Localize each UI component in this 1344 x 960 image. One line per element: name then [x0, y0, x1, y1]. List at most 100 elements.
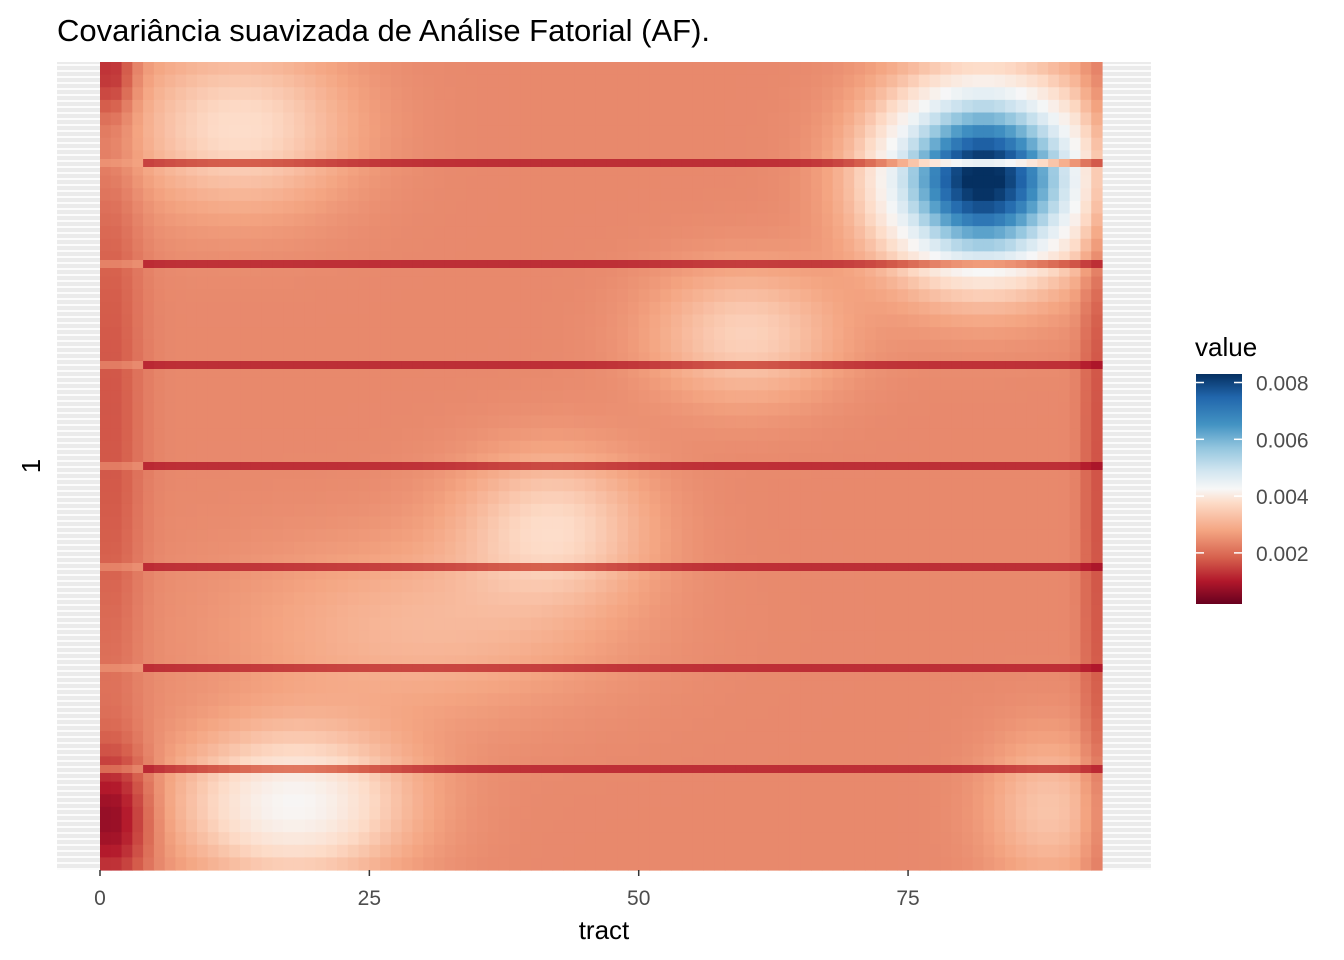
heatmap-cell	[1048, 478, 1060, 492]
heatmap-cell	[272, 200, 284, 215]
heatmap-cell	[186, 642, 198, 656]
heatmap-cell	[864, 491, 877, 505]
heatmap-cell	[638, 238, 651, 252]
heatmap-cell	[326, 554, 338, 568]
heatmap-cell	[347, 529, 360, 543]
heatmap-cell	[961, 402, 974, 417]
heatmap-cell	[390, 604, 403, 619]
heatmap-cell	[606, 74, 618, 88]
heatmap-cell	[337, 264, 349, 278]
heatmap-cell	[1037, 260, 1049, 268]
heatmap-cell	[940, 440, 952, 454]
heatmap-cell	[132, 604, 144, 619]
heatmap-cell	[1026, 327, 1038, 341]
heatmap-cell	[778, 74, 791, 88]
heatmap-cell	[1048, 377, 1060, 391]
heatmap-cell	[304, 563, 317, 571]
heatmap-cell	[574, 137, 586, 151]
heatmap-cell	[326, 125, 338, 139]
heatmap-cell	[444, 159, 457, 167]
heatmap-cell	[1080, 213, 1092, 227]
heatmap-cell	[972, 112, 985, 126]
heatmap-cell	[854, 402, 866, 417]
heatmap-cell	[229, 238, 241, 252]
heatmap-cell	[121, 642, 133, 656]
heatmap-cell	[272, 137, 284, 151]
heatmap-cell	[477, 159, 489, 167]
heatmap-cell	[315, 453, 327, 467]
heatmap-cell	[617, 276, 629, 290]
heatmap-cell	[897, 567, 909, 581]
heatmap-cell	[789, 238, 801, 252]
heatmap-cell	[520, 226, 532, 240]
heatmap-cell	[110, 440, 123, 454]
heatmap-cell	[444, 301, 457, 316]
heatmap-cell	[789, 377, 801, 391]
heatmap-cell	[778, 642, 791, 656]
heatmap-cell	[627, 604, 640, 619]
heatmap-cell	[423, 74, 435, 88]
heatmap-cell	[283, 289, 295, 303]
heatmap-cell	[100, 314, 112, 328]
heatmap-cell	[951, 62, 963, 76]
heatmap-cell	[487, 163, 500, 177]
heatmap-cell	[627, 213, 640, 227]
heatmap-cell	[455, 200, 467, 215]
heatmap-cell	[811, 150, 823, 164]
heatmap-cell	[1026, 289, 1038, 303]
heatmap-cell	[821, 163, 834, 177]
heatmap-cell	[196, 478, 209, 492]
heatmap-cell	[358, 159, 370, 167]
heatmap-cell	[692, 238, 704, 252]
heatmap-cell	[800, 99, 812, 114]
heatmap-cell	[326, 99, 338, 114]
heatmap-cell	[692, 99, 704, 114]
heatmap-cell	[584, 276, 597, 290]
heatmap-cell	[563, 491, 575, 505]
heatmap-cell	[434, 503, 446, 518]
heatmap-cell	[789, 339, 801, 353]
heatmap-cell	[908, 62, 920, 76]
heatmap-cell	[541, 567, 554, 581]
heatmap-cell	[584, 264, 597, 278]
heatmap-cell	[908, 541, 920, 555]
heatmap-cell	[563, 163, 575, 177]
heatmap-cell	[563, 188, 575, 202]
heatmap-cell	[498, 630, 511, 644]
heatmap-cell	[347, 276, 360, 290]
heatmap-cell	[444, 200, 457, 215]
heatmap-cell	[1048, 62, 1060, 76]
heatmap-cell	[983, 87, 995, 101]
heatmap-cell	[864, 301, 877, 316]
heatmap-cell	[854, 579, 866, 593]
heatmap-cell	[293, 491, 306, 505]
heatmap-cell	[735, 314, 748, 328]
heatmap-cell	[434, 213, 446, 227]
heatmap-cell	[520, 150, 532, 164]
heatmap-cell	[380, 314, 392, 328]
heatmap-cell	[843, 112, 855, 126]
heatmap-cell	[153, 592, 166, 606]
heatmap-cell	[369, 62, 381, 76]
heatmap-cell	[768, 264, 780, 278]
heatmap-cell	[196, 554, 209, 568]
heatmap-cell	[1080, 74, 1092, 88]
heatmap-cell	[724, 428, 737, 442]
heatmap-cell	[530, 264, 543, 278]
heatmap-cell	[143, 478, 155, 492]
heatmap-cell	[509, 251, 521, 265]
heatmap-cell	[681, 301, 694, 316]
heatmap-cell	[649, 529, 661, 543]
heatmap-cell	[789, 655, 801, 669]
heatmap-cell	[1037, 541, 1049, 555]
heatmap-cell	[768, 592, 780, 606]
heatmap-cell	[390, 402, 403, 417]
heatmap-cell	[972, 352, 985, 366]
heatmap-cell	[487, 554, 500, 568]
heatmap-cell	[1005, 188, 1017, 202]
heatmap-cell	[218, 238, 230, 252]
heatmap-cell	[671, 226, 683, 240]
heatmap-cell	[380, 238, 392, 252]
heatmap-cell	[843, 516, 855, 530]
heatmap-cell	[832, 630, 845, 644]
